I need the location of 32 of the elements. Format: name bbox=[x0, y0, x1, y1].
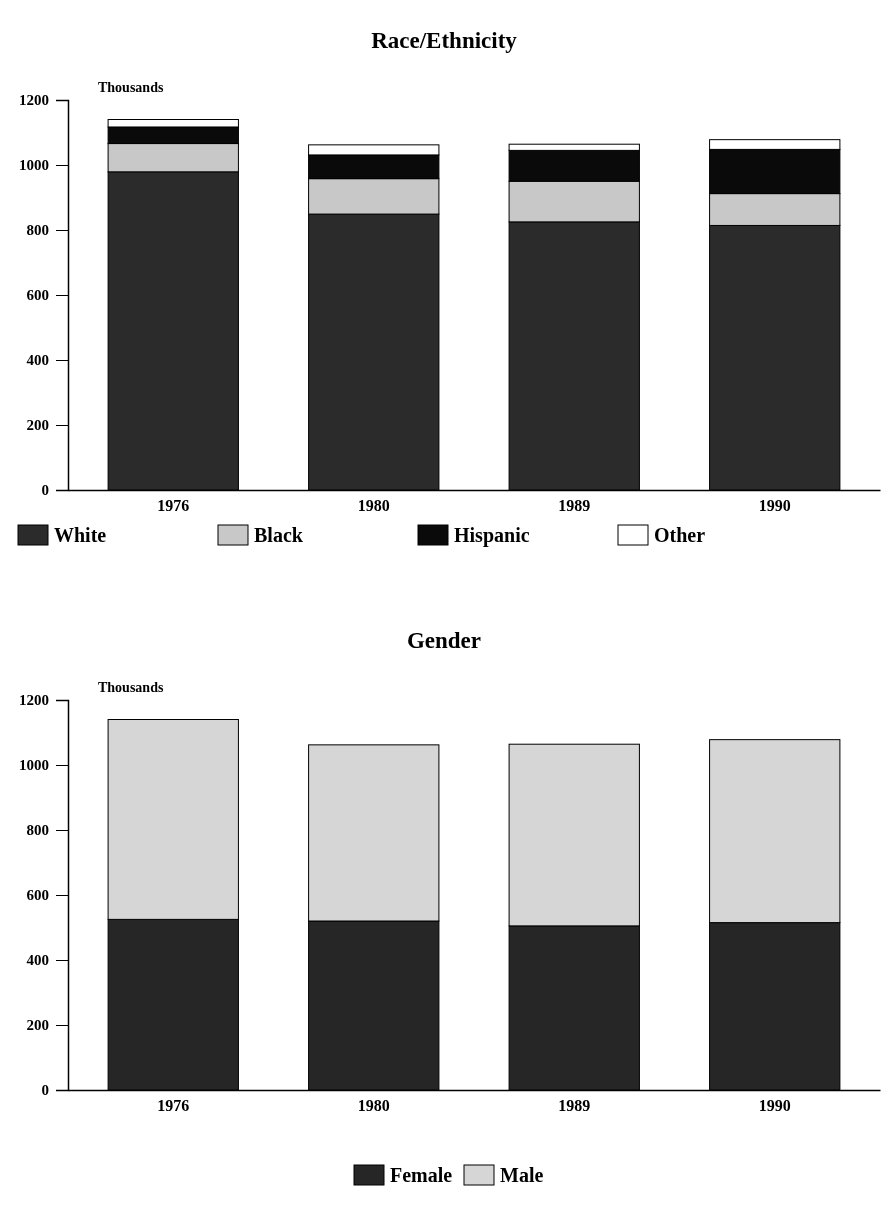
y-tick-label: 1200 bbox=[19, 692, 49, 709]
y-tick-label: 1200 bbox=[19, 92, 49, 109]
legend-label: Other bbox=[654, 524, 706, 546]
y-tick-label: 1000 bbox=[19, 157, 49, 174]
x-tick-label: 1990 bbox=[758, 496, 791, 514]
legend-label: White bbox=[54, 524, 107, 546]
x-tick-label: 1976 bbox=[157, 1096, 190, 1114]
chart-title: Race/Ethnicity bbox=[371, 28, 518, 53]
legend-label: Female bbox=[390, 1164, 453, 1186]
y-tick-label: 600 bbox=[26, 887, 49, 904]
y-tick-label: 200 bbox=[26, 417, 49, 434]
chart-title: Gender bbox=[406, 628, 482, 653]
y-tick-label: 800 bbox=[26, 822, 49, 839]
x-tick-label: 1989 bbox=[558, 1096, 591, 1114]
legend-label: Hispanic bbox=[454, 524, 530, 547]
x-tick-label: 1980 bbox=[357, 496, 390, 514]
y-tick-label: 1000 bbox=[19, 757, 49, 774]
y-tick-label: 400 bbox=[26, 352, 49, 369]
y-tick-label: 400 bbox=[26, 952, 49, 969]
y-tick-label: 0 bbox=[41, 482, 49, 499]
x-tick-label: 1976 bbox=[157, 496, 190, 514]
y-axis-title: Thousands bbox=[98, 80, 164, 95]
legend-label: Black bbox=[254, 524, 304, 546]
y-tick-label: 800 bbox=[26, 222, 49, 239]
x-tick-label: 1980 bbox=[357, 1096, 390, 1114]
y-tick-label: 600 bbox=[26, 287, 49, 304]
legend-label: Male bbox=[500, 1164, 544, 1186]
y-tick-label: 200 bbox=[26, 1017, 49, 1034]
x-tick-label: 1989 bbox=[558, 496, 591, 514]
y-axis-title: Thousands bbox=[98, 680, 164, 695]
y-tick-label: 0 bbox=[41, 1082, 49, 1099]
x-tick-label: 1990 bbox=[758, 1096, 791, 1114]
